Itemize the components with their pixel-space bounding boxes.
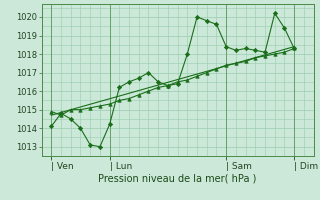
X-axis label: Pression niveau de la mer( hPa ): Pression niveau de la mer( hPa ) bbox=[99, 173, 257, 183]
